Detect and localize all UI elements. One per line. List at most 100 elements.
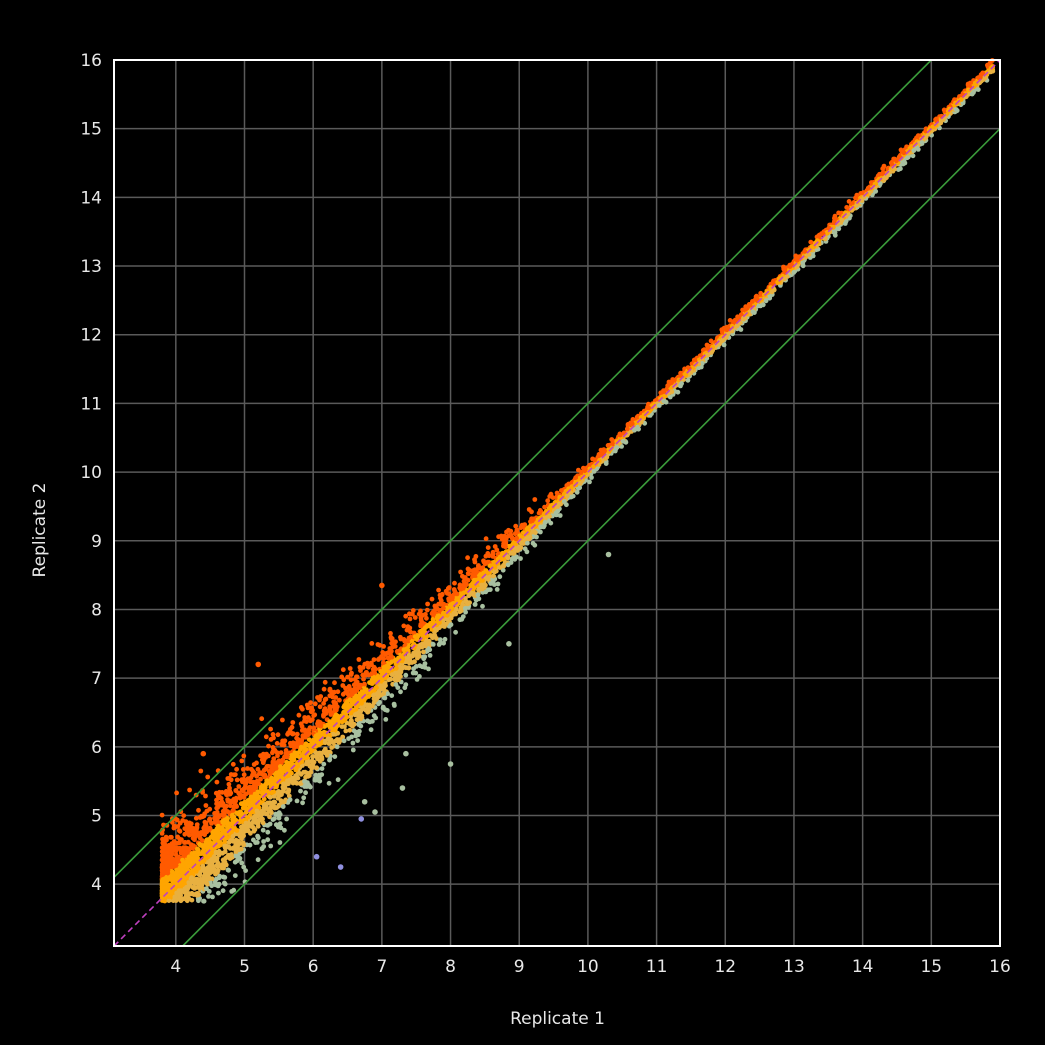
data-point (315, 756, 320, 762)
data-point (260, 827, 266, 833)
data-points (159, 58, 996, 904)
data-point (692, 358, 698, 364)
data-point (665, 383, 671, 389)
data-point (226, 867, 232, 873)
data-point (343, 728, 349, 734)
data-point (299, 728, 305, 733)
data-point (273, 776, 279, 782)
data-point (441, 640, 446, 646)
data-point (166, 882, 172, 888)
data-point (419, 632, 425, 637)
data-point (497, 574, 503, 580)
data-point (901, 150, 907, 156)
data-point (696, 365, 702, 371)
data-point (381, 660, 386, 666)
data-point (836, 210, 841, 216)
data-point (911, 148, 917, 153)
data-point (206, 894, 211, 899)
data-point (975, 87, 981, 92)
data-point (217, 840, 223, 846)
data-point (312, 701, 318, 707)
data-point (376, 701, 381, 707)
data-point (788, 262, 794, 268)
data-point (412, 659, 417, 665)
data-point (236, 784, 242, 789)
data-point (386, 661, 392, 667)
data-point (410, 653, 416, 659)
data-point (339, 724, 345, 729)
data-point (205, 875, 210, 881)
data-point (308, 709, 314, 715)
data-point (166, 898, 172, 903)
data-point (930, 124, 936, 130)
data-point (243, 782, 248, 787)
data-point (340, 667, 346, 673)
data-point (227, 791, 233, 797)
data-point (401, 647, 407, 652)
fold-change-line (113, 59, 932, 878)
data-point (200, 814, 205, 820)
data-point (203, 803, 209, 808)
data-point (277, 812, 283, 817)
data-point (205, 774, 211, 780)
data-point (250, 768, 256, 774)
data-point (283, 748, 289, 753)
data-point (193, 815, 199, 821)
data-point (456, 600, 461, 606)
data-point (527, 534, 533, 540)
data-point (548, 503, 554, 509)
data-point (261, 805, 267, 811)
data-point (357, 691, 363, 696)
data-point (238, 809, 243, 815)
data-point (255, 857, 261, 863)
data-point (271, 789, 276, 795)
data-point (441, 610, 446, 616)
data-point (382, 681, 388, 687)
data-point (204, 808, 210, 814)
data-point (215, 802, 221, 807)
y-tick-label: 9 (91, 532, 102, 552)
data-point (378, 669, 384, 674)
data-point (328, 712, 334, 717)
data-point (194, 876, 200, 882)
data-point (721, 342, 727, 348)
data-point (305, 782, 311, 788)
data-point (532, 530, 538, 535)
data-point (969, 91, 975, 97)
data-point (873, 188, 879, 194)
data-point (853, 195, 858, 201)
data-point (234, 777, 240, 783)
data-point (354, 693, 359, 699)
data-point (260, 820, 266, 826)
data-point (296, 712, 302, 718)
data-point (300, 800, 305, 806)
data-point (234, 828, 240, 833)
data-point (218, 795, 223, 800)
data-point (262, 774, 267, 780)
data-point (363, 687, 369, 692)
data-point (278, 798, 284, 804)
data-point (457, 609, 463, 615)
data-point (213, 882, 218, 888)
data-point (427, 653, 433, 658)
data-point (185, 826, 191, 832)
data-point (334, 744, 340, 750)
data-point (371, 713, 377, 719)
data-point (542, 511, 547, 517)
y-tick-label: 15 (80, 120, 102, 140)
data-point (331, 717, 337, 723)
data-point (919, 140, 925, 146)
data-point (258, 776, 263, 782)
data-point (180, 857, 185, 863)
data-point (312, 777, 318, 783)
data-point (446, 591, 452, 597)
data-point (450, 595, 455, 601)
data-point (237, 791, 243, 797)
data-point (882, 176, 887, 181)
data-point (477, 572, 483, 578)
data-point (413, 670, 419, 676)
outlier-point (372, 809, 378, 815)
data-point (341, 709, 347, 715)
data-point (171, 839, 177, 844)
data-point (225, 821, 231, 826)
